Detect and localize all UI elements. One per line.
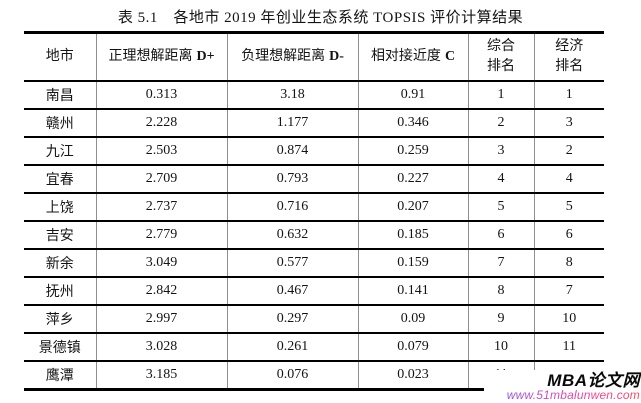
closeness-cell: 0.259: [357, 137, 468, 165]
closeness-cell: 0.227: [357, 165, 468, 193]
d-minus-cell: 0.716: [226, 193, 358, 221]
table-row: 上饶 2.737 0.716 0.207 5 5: [24, 193, 604, 221]
overall-rank-cell: 7: [467, 249, 534, 277]
d-minus-cell: 0.632: [226, 221, 358, 249]
d-plus-cell: 2.997: [95, 305, 227, 333]
city-cell: 新余: [45, 257, 74, 272]
closeness-cell: 0.159: [357, 249, 468, 277]
table-row: 宜春 2.709 0.793 0.227 4 4: [24, 165, 604, 193]
economic-rank-cell: 7: [533, 277, 604, 305]
overall-rank-cell: 8: [467, 277, 534, 305]
table-body: 南昌 0.313 3.18 0.91 1 1 赣州 2.228 1.177 0.346 2 3 九江 2.…: [24, 81, 604, 390]
col-header-economic-rank-line2: 排名: [555, 59, 584, 74]
table-caption: 表 5.1 各地市 2019 年创业生态系统 TOPSIS 评价计算结果: [117, 10, 524, 26]
table-row: 吉安 2.779 0.632 0.185 6 6: [24, 221, 604, 249]
city-cell: 九江: [45, 145, 74, 160]
col-header-economic-rank-line1: 经济: [555, 38, 584, 54]
city-cell: 鹰潭: [45, 369, 74, 384]
d-plus-cell: 2.709: [95, 165, 227, 193]
col-header-economic-rank: 经济 排名: [533, 32, 604, 81]
table-row: 九江 2.503 0.874 0.259 3 2: [24, 137, 604, 165]
header-row: 地市 正理想解距离 D+ 负理想解距离 D- 相对接近度 C 综合 排名 经济 排名: [24, 32, 604, 82]
city-cell: 吉安: [45, 229, 74, 244]
city-cell: 抚州: [45, 285, 74, 300]
economic-rank-cell: 3: [533, 109, 604, 137]
col-header-overall-rank-line2: 排名: [487, 59, 515, 74]
table-row: 抚州 2.842 0.467 0.141 8 7: [24, 277, 604, 305]
d-plus-cell: 2.842: [95, 277, 227, 305]
table-row: 赣州 2.228 1.177 0.346 2 3: [24, 109, 604, 137]
city-cell: 景德镇: [38, 341, 81, 356]
table-row: 景德镇 3.028 0.261 0.079 10 11: [24, 333, 604, 361]
col-header-city: 地市: [24, 33, 96, 82]
economic-rank-cell: 8: [533, 249, 604, 277]
watermark-site-name: MBA论文网: [547, 370, 640, 390]
col-header-closeness-label: 相对接近度: [370, 48, 441, 64]
economic-rank-cell: 5: [533, 193, 604, 221]
closeness-cell: 0.09: [357, 305, 468, 333]
col-header-city-label: 地市: [45, 48, 74, 64]
d-minus-cell: 0.467: [226, 277, 358, 305]
d-plus-cell: 2.779: [95, 221, 227, 249]
economic-rank-cell: 4: [533, 165, 604, 193]
d-minus-cell: 0.874: [226, 137, 358, 165]
overall-rank-cell: 1: [467, 81, 534, 109]
city-cell: 萍乡: [45, 313, 74, 328]
col-header-overall-rank-line1: 综合: [487, 38, 515, 54]
economic-rank-cell: 2: [533, 137, 604, 165]
d-minus-cell: 1.177: [226, 109, 358, 137]
col-header-d-plus-label: 正理想解距离: [108, 48, 193, 64]
d-plus-cell: 2.503: [95, 137, 227, 165]
d-plus-cell: 2.228: [95, 109, 227, 137]
economic-rank-cell: 1: [533, 81, 604, 109]
overall-rank-cell: 5: [467, 193, 534, 221]
overall-rank-cell: 9: [467, 305, 534, 333]
col-header-d-minus-symbol: D-: [329, 48, 344, 64]
economic-rank-cell: 10: [533, 305, 604, 333]
site-watermark: MBA论文网 www.51mbalunwen.com: [484, 369, 641, 403]
d-minus-cell: 0.297: [226, 305, 358, 333]
closeness-cell: 0.185: [357, 221, 468, 249]
overall-rank-cell: 10: [467, 333, 534, 361]
overall-rank-cell: 3: [467, 137, 534, 165]
d-minus-cell: 0.261: [226, 333, 358, 361]
table-row: 南昌 0.313 3.18 0.91 1 1: [24, 81, 604, 109]
table-row: 新余 3.049 0.577 0.159 7 8: [24, 249, 604, 277]
d-plus-cell: 3.028: [95, 333, 227, 361]
col-header-closeness: 相对接近度 C: [357, 32, 468, 81]
table-row: 萍乡 2.997 0.297 0.09 9 10: [24, 305, 604, 333]
d-plus-cell: 3.049: [95, 249, 227, 277]
col-header-overall-rank: 综合 排名: [467, 32, 534, 81]
col-header-d-plus-symbol: D+: [196, 48, 215, 64]
d-minus-cell: 0.076: [226, 361, 358, 390]
col-header-d-minus-label: 负理想解距离: [241, 48, 326, 64]
d-minus-cell: 0.577: [226, 249, 358, 277]
watermark-site-url: www.51mbalunwen.com: [494, 389, 640, 402]
col-header-d-minus: 负理想解距离 D-: [226, 32, 358, 81]
overall-rank-cell: 2: [467, 109, 534, 137]
economic-rank-cell: 11: [533, 333, 604, 361]
closeness-cell: 0.346: [357, 109, 468, 137]
city-cell: 赣州: [45, 117, 74, 132]
city-cell: 南昌: [45, 89, 74, 104]
closeness-cell: 0.91: [357, 81, 468, 109]
overall-rank-cell: 4: [467, 165, 534, 193]
closeness-cell: 0.207: [357, 193, 468, 221]
col-header-d-plus: 正理想解距离 D+: [95, 32, 227, 81]
closeness-cell: 0.023: [357, 361, 468, 390]
closeness-cell: 0.141: [357, 277, 468, 305]
d-plus-cell: 3.185: [95, 361, 227, 390]
d-minus-cell: 0.793: [226, 165, 358, 193]
d-minus-cell: 3.18: [226, 81, 358, 109]
city-cell: 宜春: [45, 173, 74, 188]
d-plus-cell: 2.737: [95, 193, 227, 221]
city-cell: 上饶: [45, 201, 74, 216]
overall-rank-cell: 6: [467, 221, 534, 249]
closeness-cell: 0.079: [357, 333, 468, 361]
topsis-result-table: 地市 正理想解距离 D+ 负理想解距离 D- 相对接近度 C 综合 排名 经济 排名: [24, 31, 604, 391]
d-plus-cell: 0.313: [95, 81, 227, 109]
economic-rank-cell: 6: [533, 221, 604, 249]
col-header-closeness-symbol: C: [444, 48, 456, 64]
